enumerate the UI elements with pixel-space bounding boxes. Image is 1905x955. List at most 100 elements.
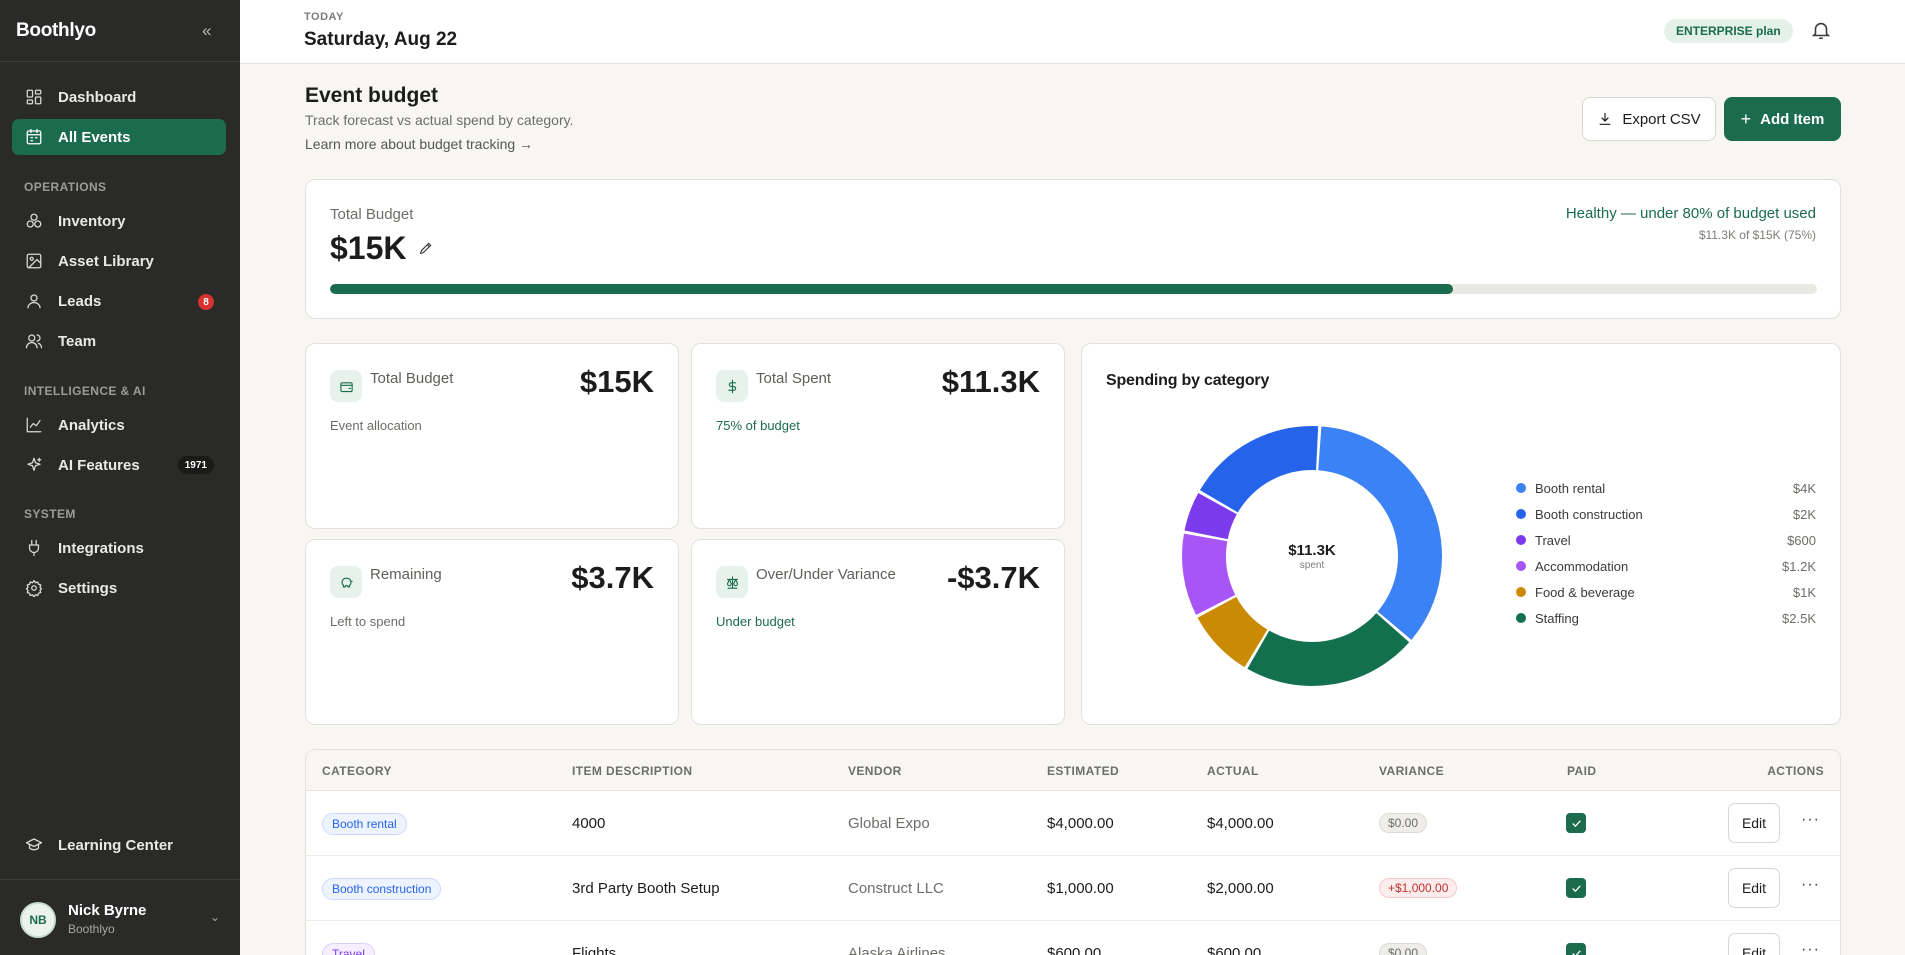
- stat-sub: Event allocation: [330, 418, 422, 433]
- dashboard-icon: [24, 87, 44, 107]
- budget-progress-bar: [330, 284, 1817, 294]
- check-icon: [1571, 819, 1581, 827]
- stat-label: Total Budget: [370, 370, 454, 387]
- donut-slice-travel[interactable]: [1184, 492, 1237, 540]
- col-header-description[interactable]: ITEM DESCRIPTION: [572, 764, 693, 778]
- edit-button[interactable]: Edit: [1728, 868, 1780, 908]
- estimated-amount: $4,000.00: [1047, 815, 1114, 832]
- user-menu[interactable]: NB Nick Byrne Boothlyo ⌄: [20, 900, 220, 940]
- legend-item: Booth rental $4K: [1516, 475, 1816, 501]
- legend-swatch: [1516, 535, 1526, 545]
- budget-label: Total Budget: [330, 206, 414, 223]
- leads-count-badge: 8: [198, 294, 214, 310]
- edit-button[interactable]: Edit: [1728, 933, 1780, 955]
- bell-icon[interactable]: [1810, 19, 1832, 41]
- sidebar-item-analytics[interactable]: Analytics: [12, 407, 226, 443]
- sparkles-icon: [24, 455, 44, 475]
- more-actions-icon[interactable]: ···: [1801, 876, 1820, 893]
- col-header-actions: ACTIONS: [1767, 764, 1824, 778]
- edit-button[interactable]: Edit: [1728, 803, 1780, 843]
- sidebar-item-dashboard[interactable]: Dashboard: [12, 79, 226, 115]
- page-subtitle: Track forecast vs actual spend by catego…: [305, 112, 574, 128]
- sidebar-item-label: Learning Center: [58, 836, 174, 854]
- legend-value: $2K: [1792, 506, 1816, 522]
- estimated-amount: $1,000.00: [1047, 880, 1114, 897]
- sidebar-item-integrations[interactable]: Integrations: [12, 530, 226, 566]
- paid-checkbox[interactable]: [1566, 943, 1586, 955]
- brand-logo[interactable]: Boothlyo: [16, 20, 96, 41]
- sidebar-item-label: Leads: [58, 292, 102, 310]
- table-header: CATEGORY ITEM DESCRIPTION VENDOR ESTIMAT…: [306, 750, 1840, 791]
- piggy-bank-icon: [330, 566, 362, 598]
- sidebar-item-learning-center[interactable]: Learning Center: [12, 827, 226, 863]
- donut-slice-booth-construction[interactable]: [1199, 426, 1319, 513]
- col-header-estimated[interactable]: ESTIMATED: [1047, 764, 1120, 778]
- budget-usage-text: $11.3K of $15K (75%): [1698, 228, 1816, 242]
- stat-label: Remaining: [370, 566, 442, 583]
- spending-chart-card: Spending by category $11.3K spent Booth …: [1081, 343, 1841, 725]
- paid-checkbox[interactable]: [1566, 878, 1586, 898]
- sidebar-item-team[interactable]: Team: [12, 323, 226, 359]
- sidebar-item-asset-library[interactable]: Asset Library: [12, 243, 226, 279]
- today-date: Saturday, Aug 22: [304, 29, 458, 50]
- collapse-sidebar-icon[interactable]: «: [202, 21, 212, 40]
- add-item-button[interactable]: + Add Item: [1724, 97, 1841, 141]
- stat-label: Total Spent: [756, 370, 832, 387]
- graduation-cap-icon: [24, 835, 44, 855]
- sidebar-item-label: Settings: [58, 579, 118, 597]
- col-header-category[interactable]: CATEGORY: [322, 764, 392, 778]
- donut-slice-accommodation[interactable]: [1182, 533, 1236, 615]
- stat-label: Over/Under Variance: [756, 566, 896, 583]
- col-header-actual[interactable]: ACTUAL: [1207, 764, 1259, 778]
- actual-amount: $600.00: [1207, 945, 1262, 955]
- legend-label: Travel: [1535, 532, 1571, 548]
- sidebar-item-all-events[interactable]: All Events: [12, 119, 226, 155]
- col-header-variance[interactable]: VARIANCE: [1379, 764, 1444, 778]
- stat-card-variance: Over/Under Variance -$3.7K Under budget: [691, 539, 1065, 725]
- sidebar-item-ai-features[interactable]: AI Features 1971: [12, 447, 226, 483]
- learn-more-link[interactable]: Learn more about budget tracking →: [305, 136, 534, 152]
- col-header-paid[interactable]: PAID: [1567, 764, 1597, 778]
- plug-icon: [24, 538, 44, 558]
- more-actions-icon[interactable]: ···: [1801, 811, 1820, 828]
- legend-label: Booth construction: [1535, 506, 1643, 522]
- download-icon: [1599, 113, 1611, 125]
- export-csv-label: Export CSV: [1622, 110, 1701, 128]
- chevron-down-icon: ⌄: [209, 910, 220, 924]
- today-label: TODAY: [304, 11, 344, 23]
- paid-checkbox[interactable]: [1566, 813, 1586, 833]
- vendor: Construct LLC: [848, 880, 944, 897]
- legend-item: Travel $600: [1516, 527, 1816, 553]
- calendar-icon: [24, 127, 44, 147]
- budget-value: $15K: [330, 230, 407, 266]
- sidebar-item-label: Team: [58, 332, 97, 350]
- item-description: 4000: [572, 815, 606, 832]
- donut-slice-staffing[interactable]: [1247, 613, 1410, 686]
- stat-sub: 75% of budget: [716, 418, 800, 433]
- avatar: NB: [20, 902, 56, 938]
- section-label-intelligence: INTELLIGENCE & AI: [24, 384, 146, 398]
- add-item-label: Add Item: [1760, 110, 1825, 128]
- pencil-icon[interactable]: [418, 240, 436, 258]
- vendor: Global Expo: [848, 815, 930, 832]
- sidebar-item-inventory[interactable]: Inventory: [12, 203, 226, 239]
- col-header-vendor[interactable]: VENDOR: [848, 764, 902, 778]
- sidebar-item-label: All Events: [58, 128, 131, 146]
- legend-swatch: [1516, 587, 1526, 597]
- sidebar-item-settings[interactable]: Settings: [12, 570, 226, 606]
- sidebar-item-leads[interactable]: Leads 8: [12, 283, 226, 319]
- donut-center-label: spent: [1299, 559, 1325, 571]
- donut-slice-booth-rental[interactable]: [1318, 426, 1442, 640]
- sidebar-item-label: Dashboard: [58, 88, 137, 106]
- donut-slice-food-beverage[interactable]: [1197, 596, 1268, 668]
- sidebar-divider: [0, 61, 240, 62]
- user-icon: [24, 291, 44, 311]
- budget-items-table: CATEGORY ITEM DESCRIPTION VENDOR ESTIMAT…: [305, 749, 1841, 955]
- more-actions-icon[interactable]: ···: [1801, 941, 1820, 955]
- legend-swatch: [1516, 613, 1526, 623]
- legend-label: Food & beverage: [1535, 584, 1635, 600]
- stat-value: $11.3K: [941, 364, 1040, 399]
- legend-value: $4K: [1792, 480, 1816, 496]
- boxes-icon: [24, 211, 44, 231]
- export-csv-button[interactable]: Export CSV: [1582, 97, 1716, 141]
